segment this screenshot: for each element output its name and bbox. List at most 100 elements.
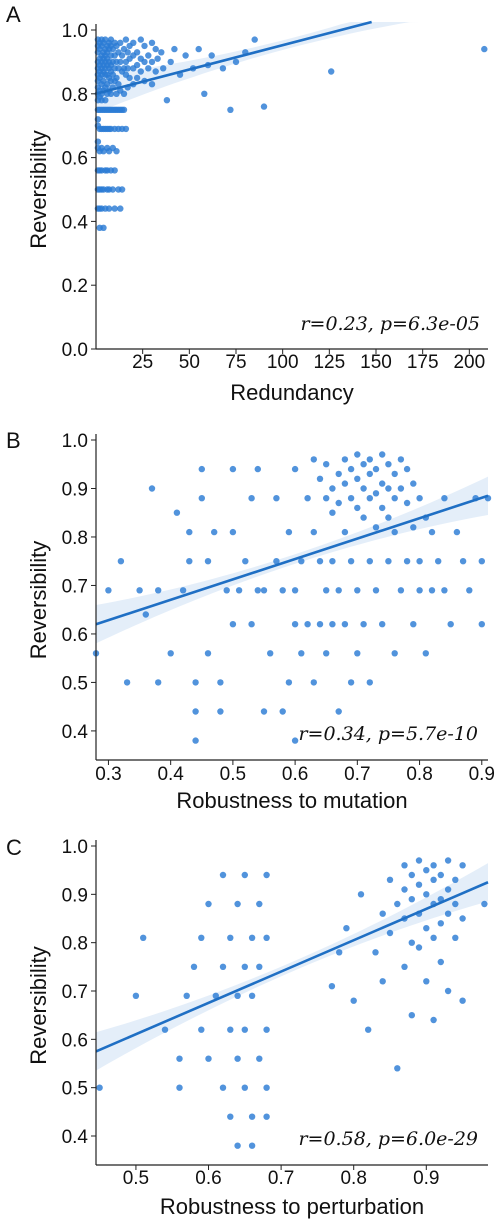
data-point: [452, 876, 459, 883]
data-point: [120, 90, 128, 98]
data-point: [192, 679, 199, 686]
data-point: [163, 97, 171, 104]
x-tick-label: 0.5: [123, 1168, 149, 1189]
data-point: [423, 925, 430, 932]
data-point: [401, 862, 408, 869]
data-point: [192, 737, 199, 744]
data-point: [219, 1084, 227, 1091]
data-point: [304, 495, 311, 502]
data-point: [401, 886, 408, 893]
y-tick-label: 0.4: [62, 722, 89, 743]
data-point: [260, 708, 268, 715]
data-point: [263, 1113, 270, 1120]
data-point: [179, 587, 187, 594]
y-tick-label: 0.6: [62, 1030, 88, 1051]
data-point: [444, 910, 452, 917]
data-point: [120, 106, 128, 114]
x-axis-title: Robustness to mutation: [176, 788, 407, 813]
data-point: [391, 470, 398, 478]
data-point: [379, 451, 386, 458]
data-point: [323, 650, 330, 657]
y-tick-label: 1.0: [62, 837, 88, 858]
data-point: [227, 1026, 234, 1033]
data-point: [167, 650, 174, 657]
data-point: [155, 679, 162, 686]
data-point: [379, 621, 386, 628]
data-point: [223, 587, 230, 594]
data-point: [478, 621, 485, 628]
data-point: [298, 650, 305, 657]
x-tick-label: 25: [132, 352, 153, 373]
y-tick-label: 0.9: [62, 885, 88, 906]
data-point: [279, 708, 286, 715]
data-point: [248, 992, 256, 999]
data-point: [113, 74, 120, 82]
data-point: [329, 621, 336, 628]
y-tick-label: 0.2: [62, 276, 88, 297]
data-point: [256, 1055, 263, 1062]
data-point: [285, 528, 293, 536]
data-point: [459, 915, 466, 922]
points: [92, 451, 492, 744]
data-point: [182, 52, 189, 59]
data-point: [241, 1084, 248, 1091]
data-point: [323, 461, 330, 468]
data-point: [211, 528, 218, 536]
data-point: [242, 558, 249, 565]
y-tick-label: 0.6: [62, 149, 88, 170]
x-tick-label: 0.4: [157, 764, 184, 785]
data-point: [133, 49, 141, 56]
data-point: [234, 992, 241, 999]
data-point: [441, 495, 448, 502]
data-point: [183, 992, 190, 999]
data-point: [263, 934, 270, 941]
data-point: [133, 61, 141, 69]
data-point: [343, 925, 350, 932]
data-point: [154, 55, 161, 62]
x-tick-label: 50: [179, 352, 200, 373]
data-point: [241, 963, 248, 970]
y-tick-label: 1.0: [62, 21, 88, 42]
data-point: [256, 963, 263, 970]
data-point: [341, 480, 349, 487]
data-point: [241, 1026, 248, 1033]
data-point: [410, 524, 417, 531]
y-tick-label: 0.7: [62, 982, 88, 1003]
data-point: [347, 679, 355, 686]
points: [96, 857, 488, 1149]
data-point: [437, 871, 444, 879]
data-point: [285, 679, 293, 686]
data-point: [437, 920, 444, 927]
data-point: [111, 205, 118, 212]
data-point: [155, 587, 162, 594]
data-point: [227, 106, 234, 114]
data-point: [205, 1055, 212, 1062]
data-point: [141, 58, 148, 66]
panel-label: B: [6, 428, 21, 453]
data-point: [198, 495, 205, 502]
data-point: [385, 485, 392, 492]
data-point: [117, 558, 125, 565]
data-point: [273, 558, 280, 565]
x-tick-label: 0.5: [220, 764, 246, 785]
data-point: [137, 36, 144, 43]
data-point: [176, 1084, 183, 1091]
data-point: [452, 900, 459, 908]
data-point: [140, 934, 147, 941]
data-point: [158, 49, 165, 56]
x-tick-label: 0.6: [195, 1168, 221, 1189]
data-point: [416, 558, 423, 565]
y-tick-label: 0.8: [62, 85, 88, 106]
data-point: [416, 495, 423, 502]
data-point: [117, 39, 124, 46]
data-point: [335, 470, 342, 478]
data-point: [100, 224, 107, 231]
data-point: [441, 587, 448, 594]
data-point: [408, 896, 415, 903]
data-point: [354, 587, 361, 594]
data-point: [229, 465, 237, 473]
data-point: [366, 456, 373, 463]
data-point: [391, 495, 398, 502]
points: [94, 36, 488, 231]
data-point: [379, 504, 386, 512]
